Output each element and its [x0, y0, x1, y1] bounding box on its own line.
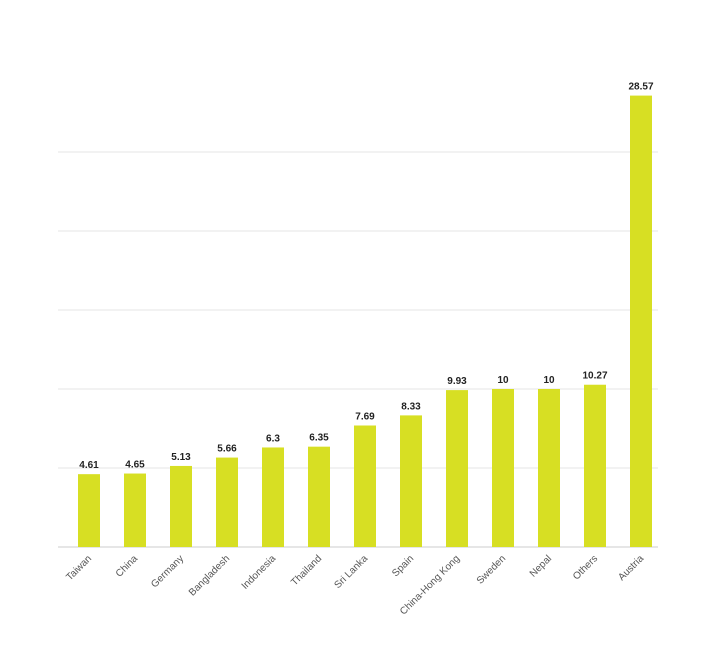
- bar: [170, 465, 192, 547]
- bar: [400, 415, 422, 547]
- value-label: 10: [543, 375, 555, 386]
- x-tick-label: Spain: [390, 553, 416, 579]
- x-tick-label: Austria: [616, 553, 646, 583]
- x-tick-label: Sweden: [475, 553, 508, 586]
- value-label: 8.33: [401, 401, 421, 412]
- bar: [584, 384, 606, 547]
- value-label: 5.66: [217, 444, 237, 455]
- value-label: 5.13: [171, 452, 191, 463]
- x-tick-label: Others: [571, 553, 600, 582]
- x-tick-label: Taiwan: [64, 553, 94, 583]
- value-label: 6.35: [309, 433, 329, 444]
- bar: [262, 447, 284, 547]
- bar: [492, 389, 514, 547]
- bar: [630, 95, 652, 548]
- x-tick-label: Thailand: [289, 553, 324, 588]
- value-label: 6.3: [266, 433, 280, 444]
- x-tick-label: Indonesia: [240, 553, 279, 592]
- x-tick-label: China: [114, 553, 141, 580]
- value-label: 10.27: [582, 371, 607, 382]
- value-label: 9.93: [447, 376, 467, 387]
- value-label: 4.61: [79, 460, 99, 471]
- bar: [538, 389, 560, 547]
- value-label: 28.57: [628, 82, 653, 93]
- x-tick-label: Bangladesh: [187, 553, 232, 598]
- value-label: 7.69: [355, 411, 375, 422]
- bar: [308, 446, 330, 547]
- x-tick-label: Sri Lanka: [332, 553, 370, 591]
- bar: [446, 390, 468, 547]
- bar: [354, 425, 376, 547]
- value-label: 10: [497, 375, 509, 386]
- bar: [124, 473, 146, 547]
- x-tick-label: Nepal: [528, 553, 554, 579]
- bar: [78, 474, 100, 547]
- x-tick-label: Germany: [149, 553, 186, 590]
- value-label: 4.65: [125, 460, 145, 471]
- bar: [216, 457, 238, 547]
